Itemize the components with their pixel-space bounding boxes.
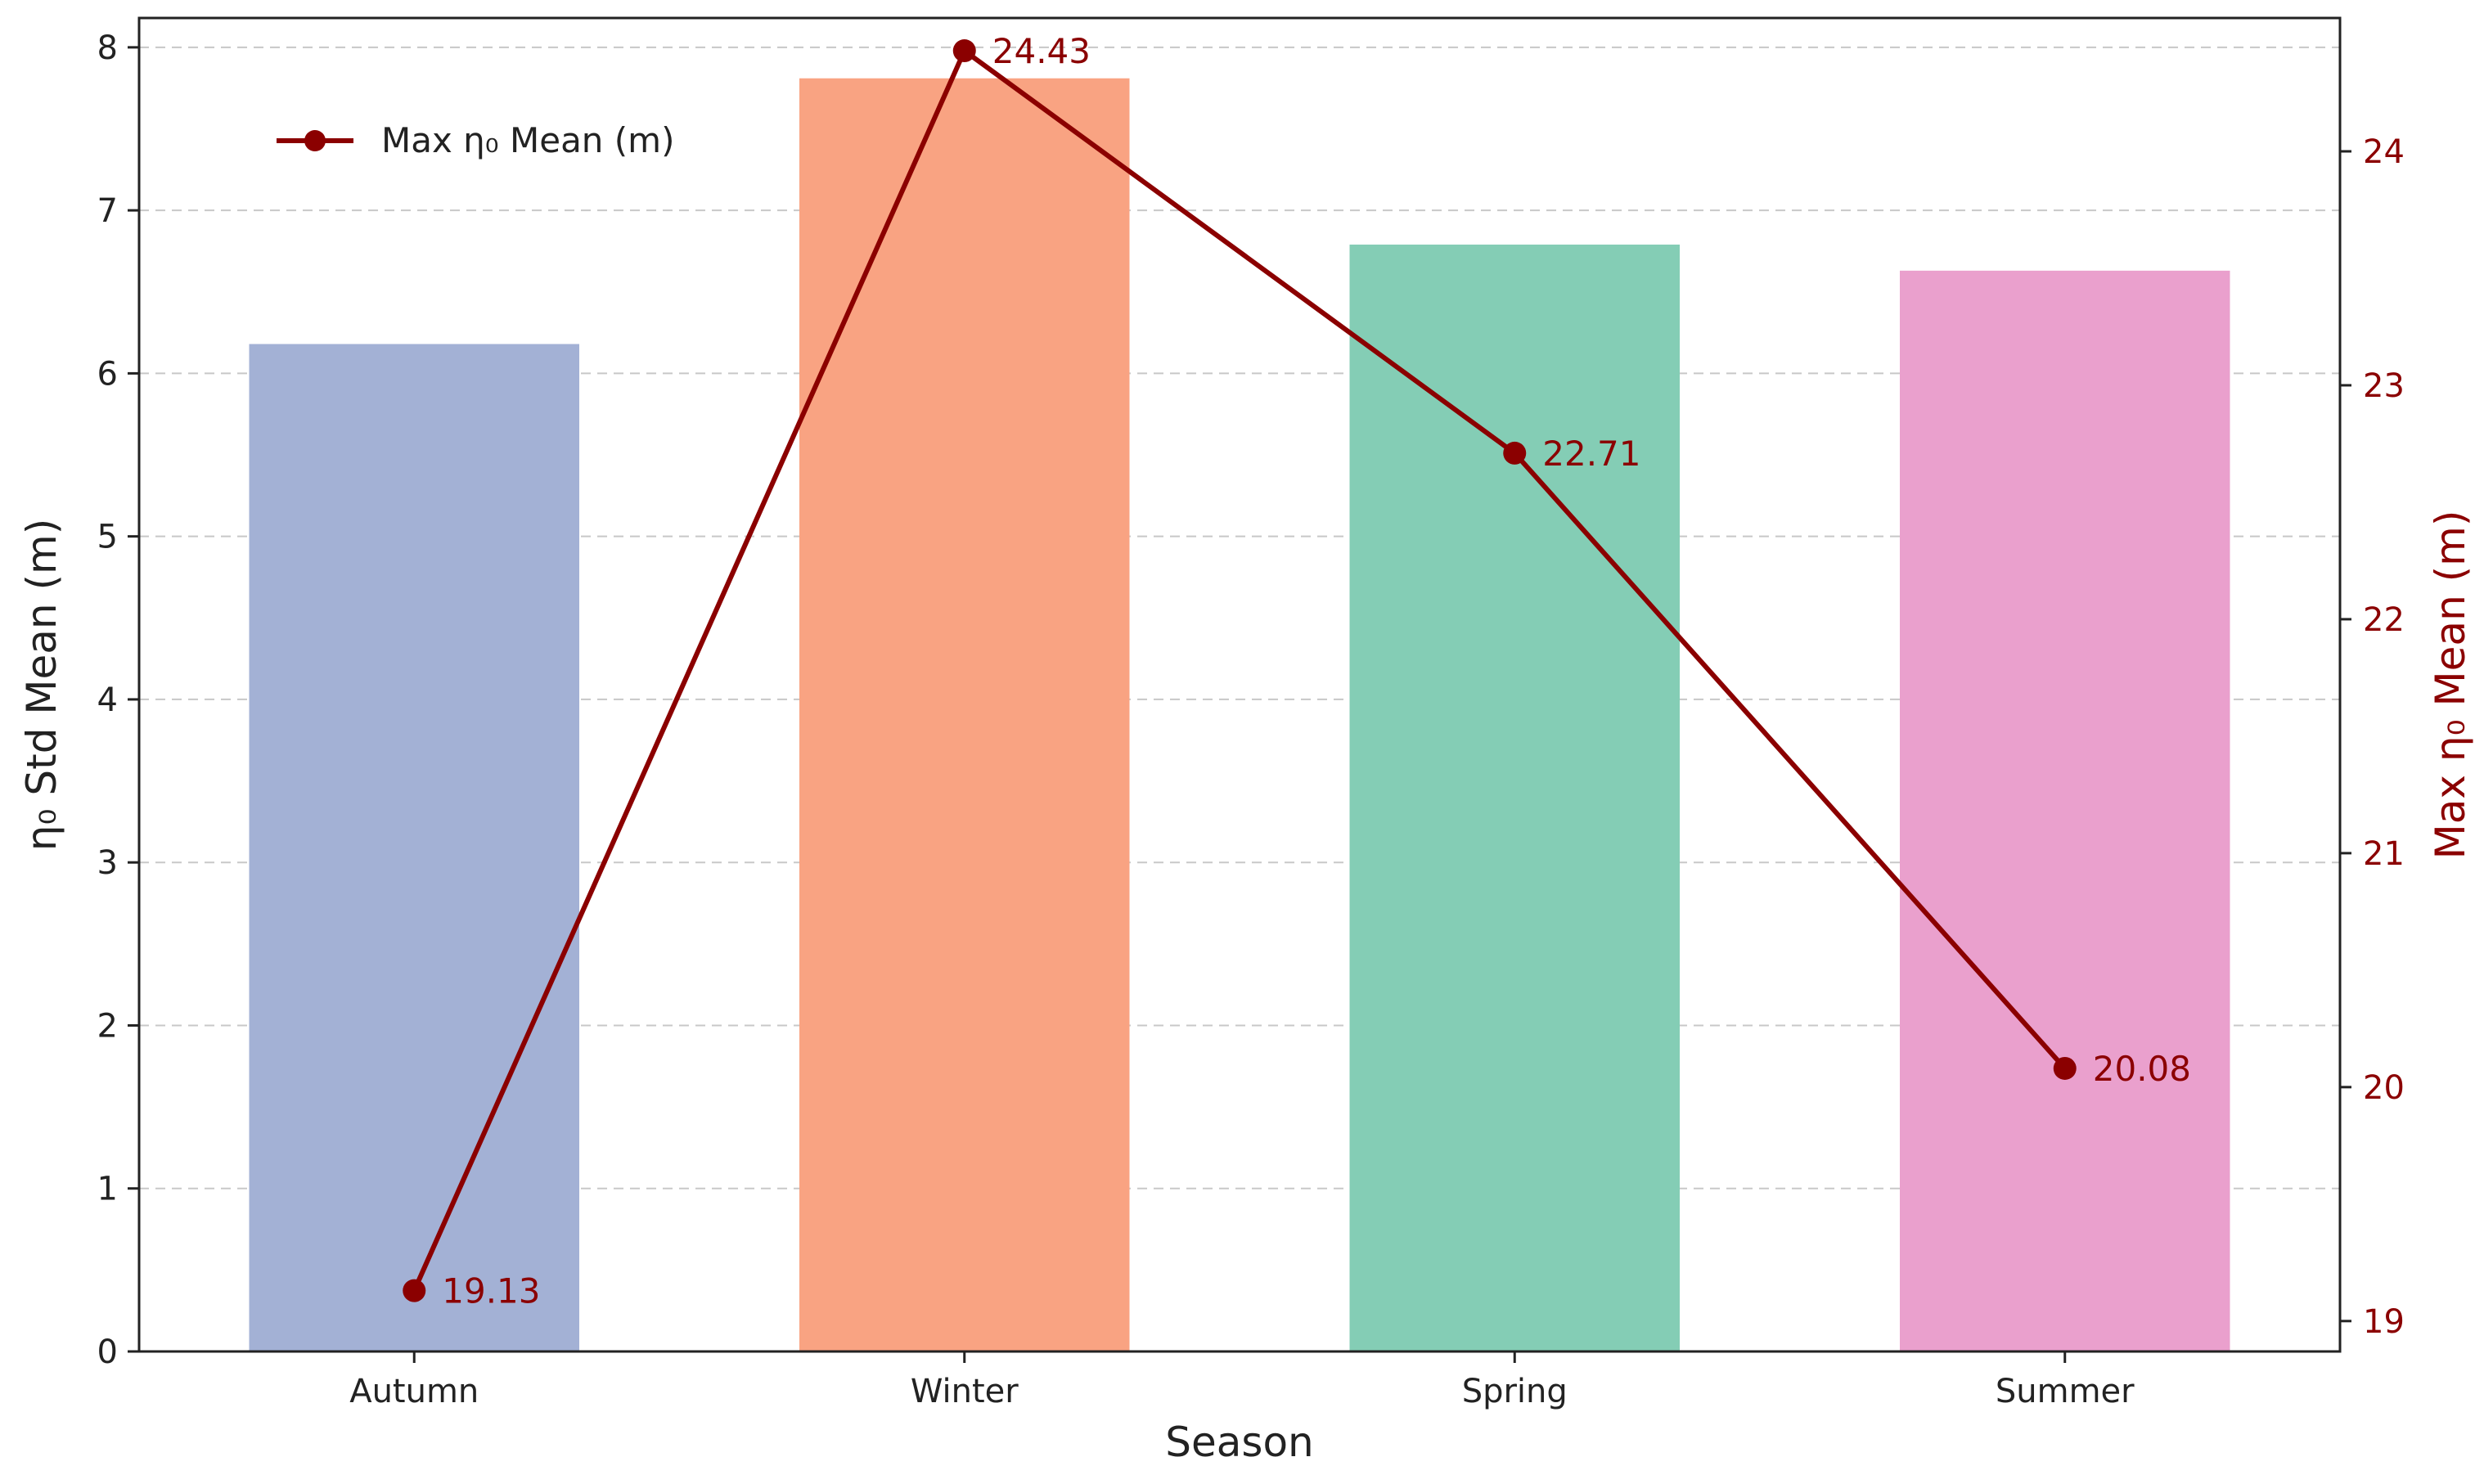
y-tick-label: 3 [97, 844, 118, 882]
max-eta-point [2053, 1056, 2077, 1080]
bar-autumn [249, 344, 579, 1352]
max-eta-line [412, 48, 2067, 1292]
y-tick-label: 4 [97, 681, 118, 719]
y-tick-label: 6 [97, 355, 118, 393]
x-tick-label: Spring [1462, 1373, 1568, 1410]
y2-tick-label: 22 [2363, 601, 2405, 639]
y-tick-label: 7 [97, 192, 118, 230]
plot-frame [137, 16, 2342, 1353]
bar-spring [1349, 244, 1680, 1351]
left-axis: 0 1 2 3 4 5 6 7 8 [97, 29, 139, 1371]
y-tick-label: 1 [97, 1171, 118, 1208]
data-label: 20.08 [2093, 1049, 2191, 1089]
y-tick-label: 0 [97, 1333, 118, 1371]
max-eta-point [1503, 441, 1527, 465]
legend-dot-marker [304, 130, 326, 151]
y-axis-title: η₀ Std Mean (m) [18, 519, 65, 851]
y2-axis-title: Max η₀ Mean (m) [2427, 510, 2474, 860]
bar-winter [799, 78, 1130, 1351]
right-axis: 19 20 21 22 23 24 [2340, 133, 2405, 1341]
data-label: 24.43 [992, 31, 1091, 71]
y-tick-label: 8 [97, 29, 118, 67]
x-tick-label: Winter [911, 1373, 1019, 1410]
y-tick-label: 5 [97, 519, 118, 556]
line-series: 19.13 24.43 22.71 20.08 [403, 31, 2191, 1311]
y2-tick-label: 19 [2363, 1303, 2405, 1341]
data-label: 19.13 [442, 1271, 540, 1311]
y-tick-label: 2 [97, 1007, 118, 1045]
y2-tick-label: 23 [2363, 367, 2405, 405]
max-eta-point [403, 1279, 426, 1302]
x-axis: Autumn Winter Spring Summer [349, 1351, 2135, 1410]
max-eta-point [952, 39, 976, 63]
x-tick-label: Summer [1996, 1373, 2135, 1410]
y2-tick-label: 24 [2363, 133, 2405, 171]
legend: Max η₀ Mean (m) [277, 120, 674, 160]
x-axis-title: Season [1165, 1419, 1313, 1466]
bar-summer [1900, 270, 2230, 1352]
legend-label: Max η₀ Mean (m) [381, 120, 674, 160]
bars [249, 78, 2230, 1352]
data-label: 22.71 [1542, 434, 1640, 474]
y2-tick-label: 21 [2363, 835, 2405, 873]
y2-tick-label: 20 [2363, 1069, 2405, 1107]
x-tick-label: Autumn [349, 1373, 479, 1410]
